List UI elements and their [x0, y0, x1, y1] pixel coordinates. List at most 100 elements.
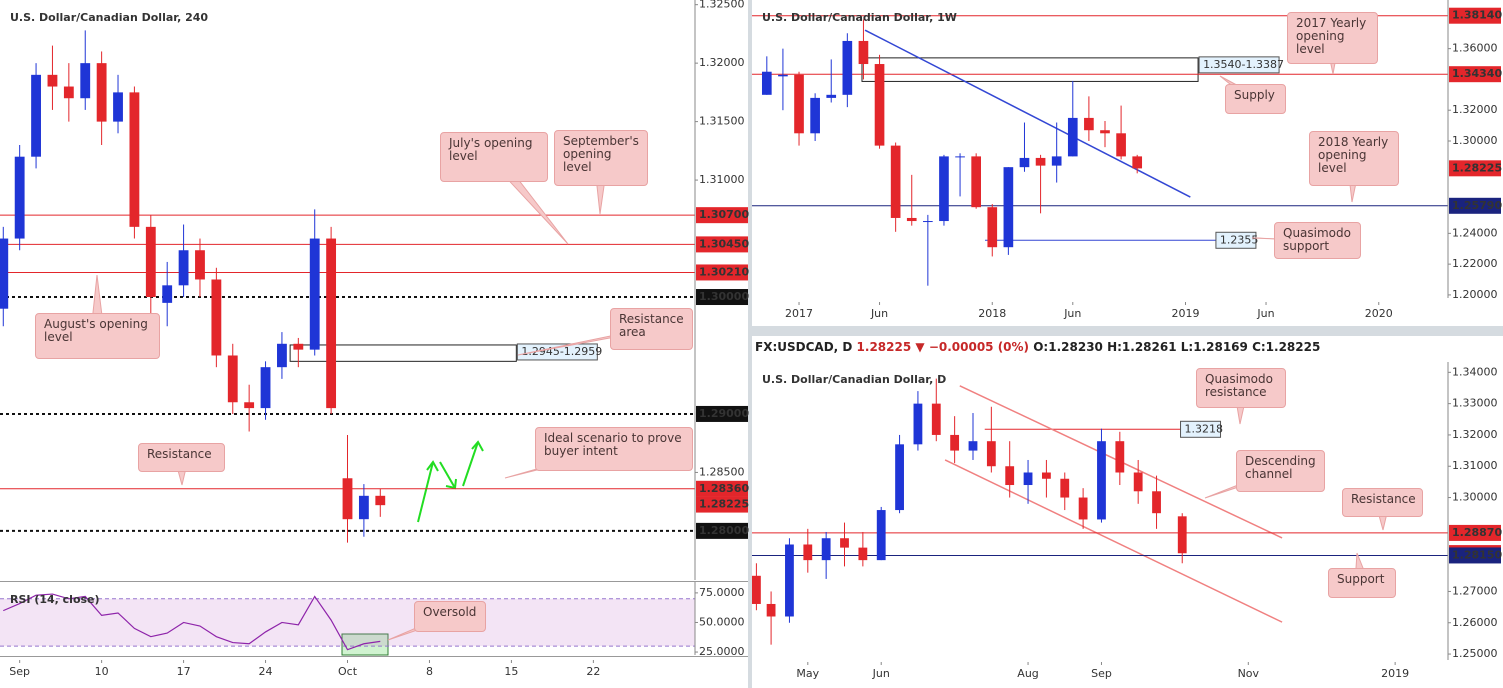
- x-tick-label: May: [796, 667, 819, 680]
- level-label-bg: [696, 405, 748, 422]
- segment-label-bg: [1215, 231, 1257, 249]
- y-tick-label: 1.36000: [1452, 42, 1498, 55]
- x-tick-label: Oct: [338, 665, 358, 678]
- candle-body: [923, 221, 933, 223]
- chart-title: U.S. Dollar/Canadian Dollar, 240: [10, 11, 208, 24]
- chart-title: U.S. Dollar/Canadian Dollar, 1W: [762, 11, 957, 24]
- candle-body: [227, 355, 238, 403]
- x-tick-label: 8: [426, 665, 433, 678]
- candle-body: [895, 444, 904, 511]
- callout: Descending channel: [1236, 450, 1325, 492]
- candle-body: [260, 367, 271, 409]
- candle-body: [244, 402, 255, 409]
- level-label: 1.30000: [699, 290, 749, 303]
- x-tick-label: Jun: [872, 667, 890, 680]
- y-tick-label: 25.0000: [699, 645, 745, 658]
- candle-body: [858, 547, 868, 561]
- level-label-bg: [1449, 547, 1501, 564]
- candle-body: [1132, 156, 1143, 169]
- level-label: 1.28225: [699, 498, 749, 511]
- candle-body: [874, 64, 885, 146]
- candle-body: [842, 40, 853, 95]
- plot-area: [0, 593, 695, 651]
- y-tick-label: 1.34000: [1452, 365, 1498, 378]
- candle-body: [1177, 516, 1187, 554]
- candle-body: [1097, 441, 1106, 520]
- callout: Resistance area: [610, 308, 693, 350]
- y-tick-label: 1.32000: [699, 56, 745, 69]
- level-label: 1.28150: [1452, 548, 1502, 561]
- y-tick-label: 1.28500: [699, 465, 745, 478]
- level-label: 1.34340: [1452, 67, 1502, 80]
- arrow-head: [426, 460, 439, 472]
- candle-body: [986, 441, 996, 467]
- y-tick-label: 1.25000: [1452, 647, 1498, 660]
- y-tick-label: 1.20000: [1452, 288, 1498, 301]
- candle-body: [906, 217, 917, 222]
- level-label: 1.30700: [699, 208, 749, 221]
- x-tick-label: Jun: [1063, 307, 1081, 320]
- callout: Quasimodo resistance: [1196, 368, 1286, 408]
- level-label-bg: [696, 264, 748, 281]
- level-label-bg: [696, 522, 748, 539]
- x-tick-label: 2018: [978, 307, 1006, 320]
- callout: Resistance: [138, 443, 225, 472]
- zone: [289, 344, 517, 362]
- candle-body: [1116, 133, 1126, 157]
- candle-body: [1003, 167, 1014, 248]
- candle-body: [826, 94, 837, 98]
- candle-body: [113, 92, 123, 122]
- close: C:1.28225: [1252, 340, 1321, 354]
- candle-body: [326, 238, 337, 409]
- candle-body: [803, 544, 813, 561]
- level-label: 1.29000: [699, 407, 749, 420]
- pane-divider: [0, 656, 748, 657]
- x-tick-label: 15: [504, 665, 518, 678]
- y-tick-label: 1.27000: [1452, 584, 1498, 597]
- zone-label: 1.2945-1.2959: [521, 345, 602, 358]
- candle-body: [752, 575, 761, 604]
- low: L:1.28169: [1180, 340, 1248, 354]
- trend-line: [864, 29, 1191, 198]
- candle-body: [1035, 157, 1046, 166]
- x-tick-label: 2019: [1381, 667, 1409, 680]
- y-tick-label: 1.32500: [699, 0, 745, 11]
- level-label-bg: [696, 496, 748, 513]
- level-label-bg: [696, 289, 748, 306]
- candle-body: [0, 238, 9, 309]
- high: H:1.28261: [1107, 340, 1177, 354]
- divider: [748, 0, 752, 688]
- level-label: 1.28360: [699, 482, 749, 495]
- y-tick-label: 1.32000: [1452, 103, 1498, 116]
- level-label-bg: [1449, 524, 1501, 541]
- last-price: 1.28225: [856, 340, 912, 354]
- change: −0.00005 (0%): [928, 340, 1030, 354]
- y-tick-label: 1.33000: [1452, 397, 1498, 410]
- candle-body: [277, 343, 287, 368]
- y-tick-label: 1.31000: [699, 173, 745, 186]
- level-label-bg: [1449, 7, 1501, 24]
- arrow-head: [471, 440, 484, 452]
- candle-body: [178, 250, 189, 286]
- y-tick-label: 1.31000: [1452, 459, 1498, 472]
- zone-label-bg: [1198, 56, 1280, 74]
- x-tick-label: Jun: [1256, 307, 1274, 320]
- divider: [752, 326, 1503, 336]
- candle-body: [96, 63, 107, 122]
- arrow: [462, 441, 479, 487]
- symbol: FX:USDCAD, D: [755, 340, 853, 354]
- plot-area: [752, 15, 1448, 286]
- x-tick-label: 2020: [1365, 307, 1393, 320]
- y-tick-label: 1.22000: [1452, 257, 1498, 270]
- y-tick-label: 1.32000: [1452, 428, 1498, 441]
- open: O:1.28230: [1033, 340, 1103, 354]
- candle-body: [810, 97, 820, 134]
- candle-body: [1078, 497, 1088, 520]
- candle-body: [1023, 472, 1033, 486]
- segment-label-bg: [1180, 420, 1222, 438]
- level-label: 1.38140: [1452, 9, 1502, 22]
- candle-body: [890, 145, 901, 218]
- candle-body: [63, 86, 74, 99]
- callout: Quasimodo support: [1274, 222, 1361, 259]
- callout: Ideal scenario to prove buyer intent: [535, 427, 693, 471]
